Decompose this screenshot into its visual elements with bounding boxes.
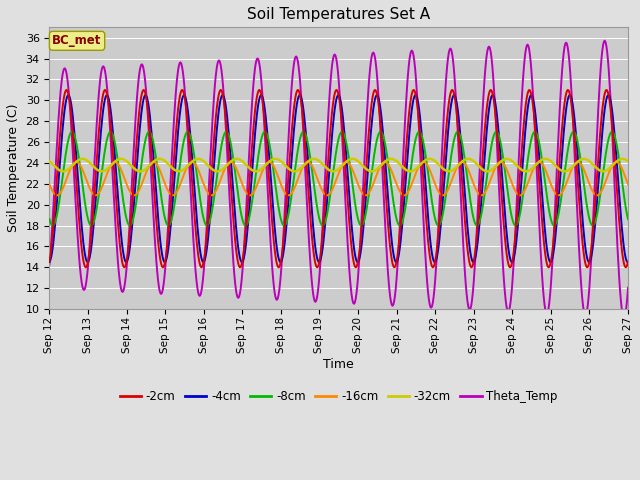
-2cm xyxy=(445,100,452,106)
Theta_Temp xyxy=(601,38,609,44)
-32cm xyxy=(624,158,632,164)
-8cm xyxy=(174,176,182,182)
Legend: -2cm, -4cm, -8cm, -16cm, -32cm, Theta_Temp: -2cm, -4cm, -8cm, -16cm, -32cm, Theta_Te… xyxy=(115,385,563,408)
Line: -32cm: -32cm xyxy=(49,159,628,171)
-16cm xyxy=(573,159,580,165)
Theta_Temp xyxy=(620,315,628,321)
-4cm xyxy=(174,129,182,135)
-8cm xyxy=(45,216,53,222)
-32cm xyxy=(573,160,580,166)
-16cm xyxy=(53,192,61,198)
-32cm xyxy=(388,156,396,162)
Line: -16cm: -16cm xyxy=(49,162,628,195)
Y-axis label: Soil Temperature (C): Soil Temperature (C) xyxy=(7,104,20,232)
-8cm xyxy=(624,216,632,222)
-8cm xyxy=(332,153,339,158)
Theta_Temp xyxy=(198,288,205,294)
-4cm xyxy=(624,259,632,265)
-16cm xyxy=(174,187,182,192)
-2cm xyxy=(45,258,53,264)
-16cm xyxy=(45,181,53,187)
-32cm xyxy=(79,156,86,162)
-2cm xyxy=(573,162,580,168)
-16cm xyxy=(388,168,396,174)
Text: BC_met: BC_met xyxy=(52,35,102,48)
-2cm xyxy=(388,257,396,263)
-4cm xyxy=(45,259,53,265)
Theta_Temp xyxy=(45,262,53,267)
Title: Soil Temperatures Set A: Soil Temperatures Set A xyxy=(247,7,430,22)
Line: Theta_Temp: Theta_Temp xyxy=(49,41,628,318)
-8cm xyxy=(388,188,396,193)
-32cm xyxy=(60,168,67,174)
Line: -8cm: -8cm xyxy=(49,132,628,226)
Theta_Temp xyxy=(387,294,394,300)
-8cm xyxy=(49,223,56,228)
-2cm xyxy=(332,88,339,94)
X-axis label: Time: Time xyxy=(323,359,354,372)
Line: -4cm: -4cm xyxy=(49,95,628,262)
-4cm xyxy=(388,239,396,245)
Theta_Temp xyxy=(444,62,451,68)
-8cm xyxy=(445,170,452,176)
-2cm xyxy=(63,87,70,93)
Theta_Temp xyxy=(571,160,579,166)
-2cm xyxy=(159,264,166,270)
-16cm xyxy=(72,159,80,165)
-16cm xyxy=(445,185,452,191)
-32cm xyxy=(174,168,182,174)
-8cm xyxy=(573,135,580,141)
-32cm xyxy=(445,168,452,174)
-2cm xyxy=(624,258,632,264)
-4cm xyxy=(332,101,339,107)
Theta_Temp xyxy=(173,83,180,88)
-8cm xyxy=(68,129,76,134)
-16cm xyxy=(199,179,207,185)
-8cm xyxy=(199,213,207,218)
-16cm xyxy=(624,181,632,187)
-4cm xyxy=(199,259,207,265)
-2cm xyxy=(174,107,182,112)
-32cm xyxy=(199,158,207,164)
-4cm xyxy=(83,259,91,265)
Theta_Temp xyxy=(330,52,338,58)
-16cm xyxy=(332,179,339,184)
-4cm xyxy=(573,139,580,145)
Line: -2cm: -2cm xyxy=(49,90,628,267)
-4cm xyxy=(64,92,72,98)
Theta_Temp xyxy=(624,285,632,290)
-4cm xyxy=(445,120,452,126)
-2cm xyxy=(199,262,207,268)
-32cm xyxy=(332,168,339,174)
-32cm xyxy=(45,158,53,164)
